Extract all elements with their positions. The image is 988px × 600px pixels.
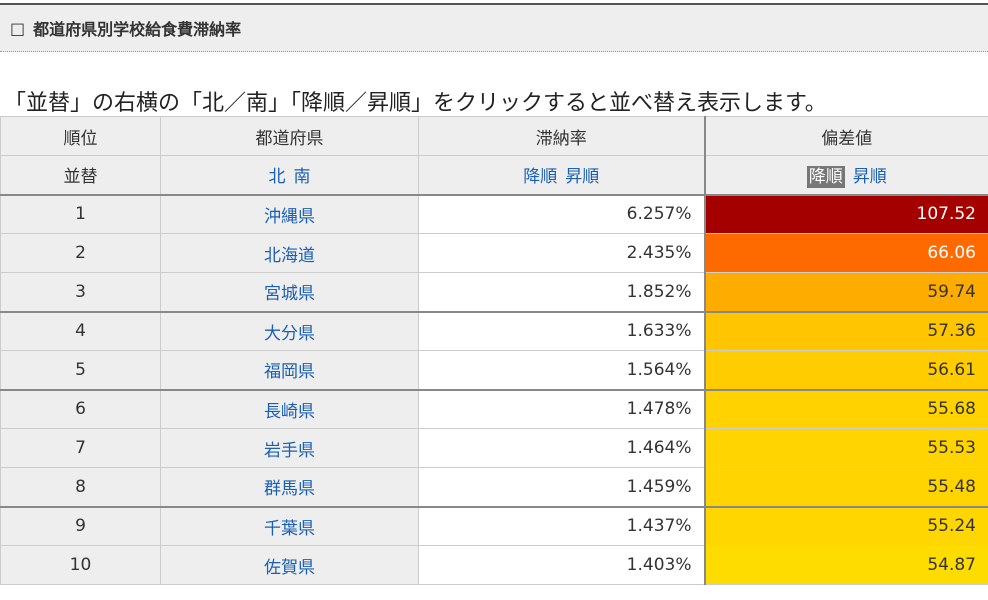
prefecture-cell: 大分県 xyxy=(160,311,419,351)
section-title: 都道府県別学校給食費滞納率 xyxy=(33,20,242,39)
rate-cell: 1.459% xyxy=(418,467,705,508)
prefecture-link[interactable]: 宮城県 xyxy=(264,284,315,305)
ranking-table: 順位 都道府県 滞納率 偏差値 並替 北南 降順 昇順 降順 昇順 1 沖縄県 6.25… xyxy=(0,116,988,585)
rank-cell: 1 xyxy=(0,194,161,234)
rate-cell: 1.403% xyxy=(418,545,705,585)
column-header-rate: 滞納率 xyxy=(418,116,705,156)
rate-cell: 6.257% xyxy=(418,194,705,234)
table-row: 6 長崎県 1.478% 55.68 xyxy=(0,389,988,429)
prefecture-cell: 北海道 xyxy=(160,233,419,273)
prefecture-cell: 沖縄県 xyxy=(160,194,419,234)
square-icon: □ xyxy=(10,18,26,38)
table-row: 10 佐賀県 1.403% 54.87 xyxy=(0,545,988,585)
deviation-cell: 55.24 xyxy=(703,506,988,546)
deviation-cell: 59.74 xyxy=(703,272,988,313)
prefecture-cell: 福岡県 xyxy=(160,350,419,391)
section-header: □ 都道府県別学校給食費滞納率 xyxy=(0,3,988,52)
deviation-cell: 55.53 xyxy=(703,428,988,468)
rate-cell: 1.852% xyxy=(418,272,705,313)
rate-cell: 1.564% xyxy=(418,350,705,391)
rate-cell: 1.437% xyxy=(418,506,705,546)
deviation-cell: 55.48 xyxy=(703,467,988,508)
deviation-cell: 107.52 xyxy=(703,194,988,234)
column-header-prefecture: 都道府県 xyxy=(160,116,419,156)
sort-rate-desc-link[interactable]: 降順 xyxy=(523,167,558,188)
prefecture-cell: 宮城県 xyxy=(160,272,419,313)
rate-cell: 1.633% xyxy=(418,311,705,351)
rank-cell: 8 xyxy=(0,467,161,508)
deviation-cell: 66.06 xyxy=(703,233,988,273)
table-row: 4 大分県 1.633% 57.36 xyxy=(0,311,988,351)
rank-cell: 2 xyxy=(0,233,161,273)
table-row: 3 宮城県 1.852% 59.74 xyxy=(0,272,988,313)
table-row: 5 福岡県 1.564% 56.61 xyxy=(0,350,988,391)
column-header-deviation: 偏差値 xyxy=(703,116,988,156)
prefecture-link[interactable]: 群馬県 xyxy=(264,479,315,500)
prefecture-link[interactable]: 大分県 xyxy=(264,323,315,344)
sort-instruction: 「並替」の右横の「北／南」「降順／昇順」をクリックすると並べ替え表示します。 xyxy=(4,91,827,116)
deviation-cell: 55.68 xyxy=(703,389,988,429)
rank-cell: 3 xyxy=(0,272,161,313)
sort-deviation-desc-active[interactable]: 降順 xyxy=(806,166,845,189)
prefecture-link[interactable]: 長崎県 xyxy=(264,401,315,422)
sort-south-link[interactable]: 南 xyxy=(293,167,311,188)
rank-cell: 10 xyxy=(0,545,161,585)
prefecture-link[interactable]: 千葉県 xyxy=(264,518,315,539)
rank-cell: 4 xyxy=(0,311,161,351)
rank-cell: 5 xyxy=(0,350,161,391)
rank-cell: 6 xyxy=(0,389,161,429)
deviation-cell: 54.87 xyxy=(703,545,988,585)
prefecture-cell: 千葉県 xyxy=(160,506,419,546)
sort-deviation-asc-link[interactable]: 昇順 xyxy=(852,167,887,188)
prefecture-cell: 岩手県 xyxy=(160,428,419,468)
prefecture-link[interactable]: 福岡県 xyxy=(264,362,315,383)
sort-rate-asc-link[interactable]: 昇順 xyxy=(565,167,600,188)
sort-rate-cell: 降順 昇順 xyxy=(418,155,705,196)
sort-row: 並替 北南 降順 昇順 降順 昇順 xyxy=(0,155,988,196)
deviation-cell: 56.61 xyxy=(703,350,988,391)
rate-cell: 1.464% xyxy=(418,428,705,468)
prefecture-link[interactable]: 沖縄県 xyxy=(264,206,315,227)
sort-north-link[interactable]: 北 xyxy=(268,167,286,188)
sort-prefecture-cell: 北南 xyxy=(160,155,419,196)
sort-deviation-cell: 降順 昇順 xyxy=(703,155,988,196)
prefecture-cell: 佐賀県 xyxy=(160,545,419,585)
rate-cell: 1.478% xyxy=(418,389,705,429)
table-row: 2 北海道 2.435% 66.06 xyxy=(0,233,988,273)
rank-cell: 9 xyxy=(0,506,161,546)
deviation-cell: 57.36 xyxy=(703,311,988,351)
sort-label: 並替 xyxy=(0,155,161,196)
table-row: 1 沖縄県 6.257% 107.52 xyxy=(0,194,988,234)
prefecture-link[interactable]: 佐賀県 xyxy=(264,557,315,578)
prefecture-link[interactable]: 岩手県 xyxy=(264,440,315,461)
rate-cell: 2.435% xyxy=(418,233,705,273)
column-header-rank: 順位 xyxy=(0,116,161,156)
table-row: 7 岩手県 1.464% 55.53 xyxy=(0,428,988,468)
table-row: 9 千葉県 1.437% 55.24 xyxy=(0,506,988,546)
table-row: 8 群馬県 1.459% 55.48 xyxy=(0,467,988,508)
prefecture-cell: 長崎県 xyxy=(160,389,419,429)
table-header-row: 順位 都道府県 滞納率 偏差値 xyxy=(0,116,988,156)
prefecture-link[interactable]: 北海道 xyxy=(264,245,315,266)
rank-cell: 7 xyxy=(0,428,161,468)
prefecture-cell: 群馬県 xyxy=(160,467,419,508)
